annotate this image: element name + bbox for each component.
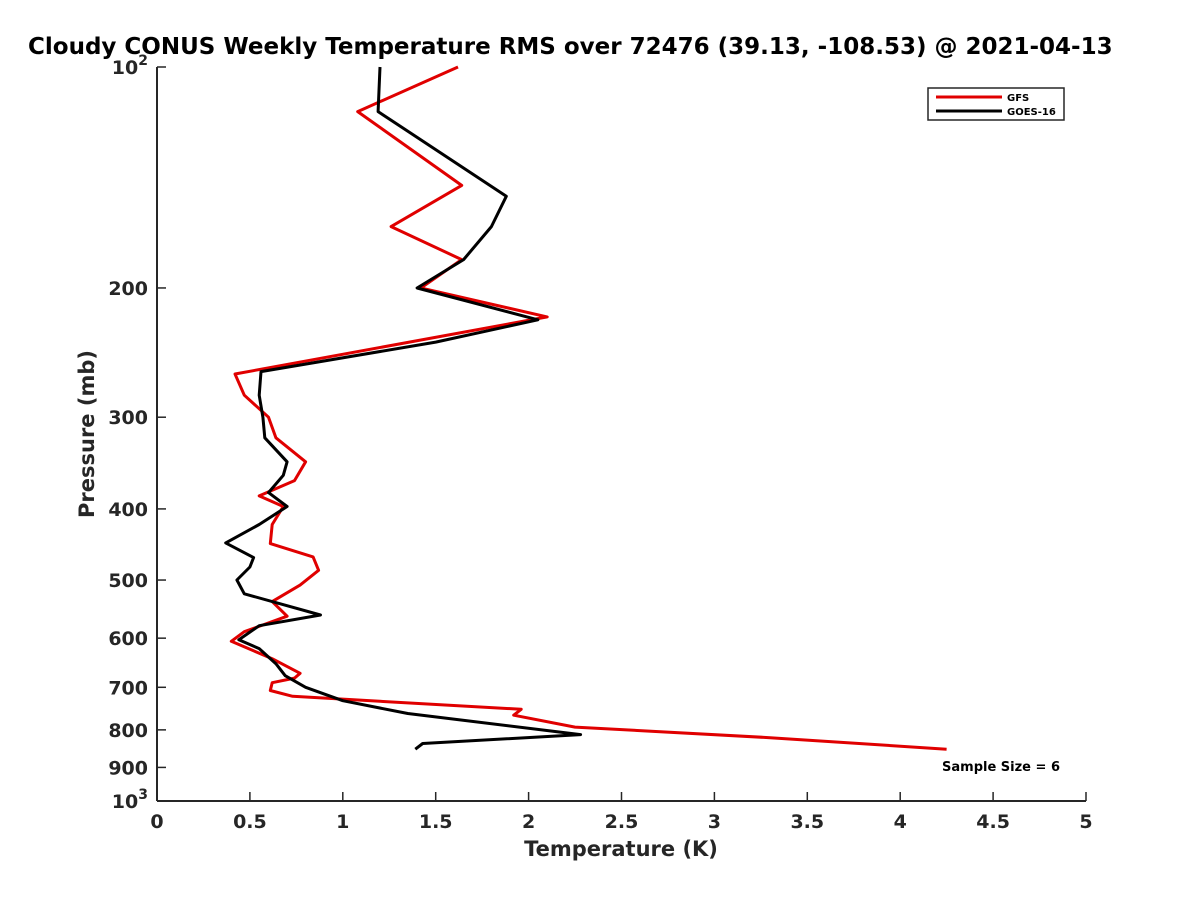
- chart-title: Cloudy CONUS Weekly Temperature RMS over…: [28, 34, 1113, 60]
- x-tick-label: 3: [708, 811, 721, 833]
- x-tick-label: 1.5: [419, 811, 453, 833]
- y-tick-label: 900: [108, 757, 148, 779]
- y-tick-label: 102: [112, 53, 148, 79]
- y-tick-label: 103: [112, 787, 148, 813]
- y-tick-label: 200: [108, 278, 148, 300]
- x-axis-ticks: 0 0.5 1 1.5 2 2.5 3 3.5 4 4.5 5: [150, 792, 1093, 833]
- legend-box: [927, 87, 1065, 121]
- y-tick-label: 400: [108, 499, 148, 521]
- legend-label-gfs: GFS: [1007, 93, 1029, 104]
- x-tick-label: 1: [336, 811, 349, 833]
- x-tick-label: 5: [1079, 811, 1092, 833]
- x-tick-label: 0.5: [233, 811, 267, 833]
- y-tick-label: 500: [108, 570, 148, 592]
- x-tick-label: 0: [150, 811, 163, 833]
- series-line-gfs: [229, 65, 947, 751]
- y-tick-label: 600: [108, 628, 148, 650]
- legend-label-goes16: GOES-16: [1007, 107, 1056, 118]
- legend: GFS GOES-16: [927, 87, 1065, 121]
- x-tick-label: 3.5: [790, 811, 824, 833]
- x-tick-label: 2.5: [605, 811, 639, 833]
- x-axis-label: Temperature (K): [524, 837, 718, 861]
- series-line-goes-16: [224, 66, 583, 751]
- y-axis-label: Pressure (mb): [75, 350, 99, 518]
- x-tick-label: 4.5: [976, 811, 1010, 833]
- y-tick-label: 700: [108, 677, 148, 699]
- y-tick-label: 300: [108, 407, 148, 429]
- sample-size-annotation: Sample Size = 6: [942, 760, 1060, 775]
- x-tick-label: 4: [894, 811, 907, 833]
- y-axis-ticks: 102 200 300 400 500 600 700 800 900 103: [108, 53, 166, 813]
- series-lines: [224, 65, 947, 751]
- x-tick-label: 2: [522, 811, 535, 833]
- y-tick-label: 800: [108, 720, 148, 742]
